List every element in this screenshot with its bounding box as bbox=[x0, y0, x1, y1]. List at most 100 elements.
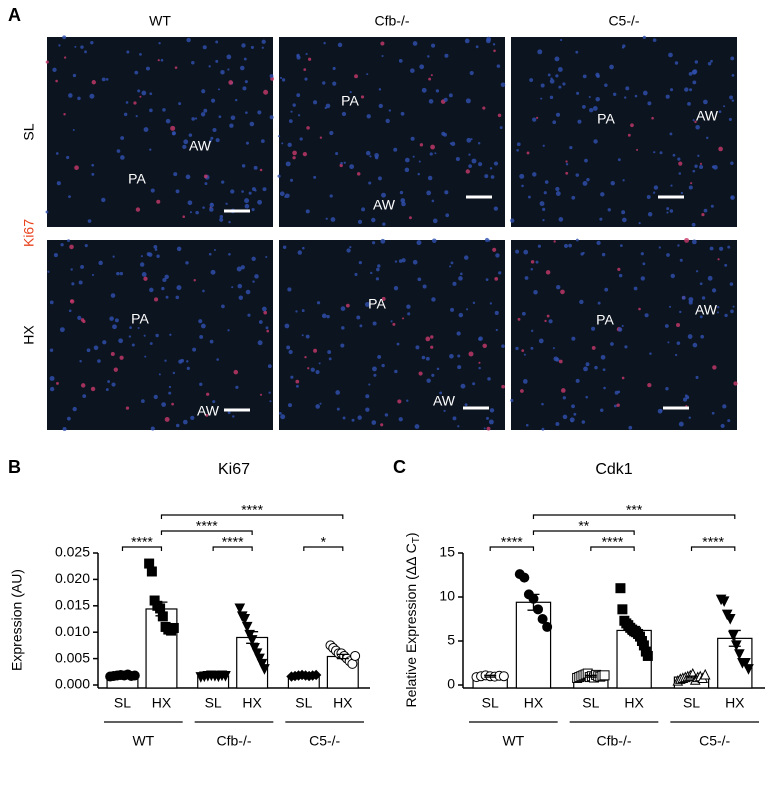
cell bbox=[717, 258, 720, 261]
data-point bbox=[498, 671, 509, 682]
cell bbox=[212, 400, 216, 404]
cell bbox=[397, 399, 402, 404]
cell bbox=[156, 254, 160, 258]
cell bbox=[59, 327, 65, 333]
cell bbox=[690, 182, 693, 185]
cell bbox=[410, 136, 415, 141]
cell bbox=[443, 409, 446, 412]
cell bbox=[390, 320, 393, 323]
cell bbox=[135, 115, 138, 118]
cell bbox=[677, 244, 680, 247]
significance-bracket bbox=[160, 514, 344, 519]
cell bbox=[703, 208, 708, 213]
cell bbox=[265, 256, 268, 259]
cell bbox=[248, 191, 252, 195]
cell bbox=[730, 196, 734, 199]
cell bbox=[591, 346, 596, 350]
cell bbox=[681, 295, 686, 300]
cell bbox=[170, 125, 176, 131]
cell bbox=[171, 131, 177, 136]
cell bbox=[112, 324, 117, 330]
cell bbox=[393, 147, 398, 152]
cell bbox=[532, 172, 537, 177]
cell bbox=[443, 97, 448, 102]
cell bbox=[230, 189, 235, 194]
cell bbox=[624, 345, 628, 349]
cell bbox=[732, 305, 735, 308]
x-tick-label: SL bbox=[205, 695, 222, 711]
cell bbox=[288, 119, 293, 124]
cell bbox=[80, 265, 84, 269]
region-label: AW bbox=[695, 302, 718, 318]
cell bbox=[604, 287, 609, 292]
cell bbox=[460, 272, 463, 276]
significance-label: **** bbox=[196, 518, 218, 534]
micrograph-texture bbox=[510, 35, 735, 227]
cell bbox=[385, 118, 390, 124]
region-label: PA bbox=[368, 296, 386, 312]
cell bbox=[582, 181, 588, 186]
cell bbox=[555, 191, 561, 196]
cell bbox=[560, 388, 566, 393]
cell bbox=[129, 326, 132, 330]
cell bbox=[647, 101, 652, 106]
cell bbox=[624, 96, 627, 99]
region-label: AW bbox=[373, 197, 396, 213]
cell bbox=[617, 267, 621, 271]
cell bbox=[553, 240, 556, 243]
cell bbox=[330, 217, 336, 222]
cell bbox=[492, 43, 496, 46]
data-point bbox=[310, 669, 322, 681]
cell bbox=[678, 421, 684, 427]
cell bbox=[313, 100, 318, 105]
cell bbox=[279, 191, 285, 197]
cell bbox=[292, 156, 296, 160]
cell bbox=[475, 45, 479, 49]
cell bbox=[243, 57, 247, 61]
cell bbox=[644, 313, 649, 318]
cell bbox=[335, 390, 341, 395]
cell bbox=[182, 144, 187, 149]
cell bbox=[449, 354, 454, 359]
cell bbox=[431, 43, 436, 48]
cell bbox=[143, 276, 148, 281]
micrograph-texture bbox=[47, 239, 272, 432]
y-tick-label: 0.000 bbox=[55, 676, 90, 692]
cell bbox=[162, 108, 166, 112]
cell bbox=[123, 112, 128, 117]
cell bbox=[541, 427, 545, 431]
region-label: AW bbox=[433, 393, 456, 409]
cell bbox=[210, 269, 216, 275]
cell bbox=[257, 110, 262, 115]
cell bbox=[206, 392, 210, 396]
cell bbox=[640, 276, 646, 281]
cell bbox=[307, 367, 310, 370]
cell bbox=[319, 402, 322, 405]
cell bbox=[680, 191, 684, 195]
cell bbox=[556, 285, 561, 290]
cell bbox=[158, 373, 161, 376]
cell bbox=[516, 148, 519, 152]
cell bbox=[400, 198, 406, 203]
cell bbox=[493, 206, 499, 211]
y-axis-label: Expression (AU) bbox=[9, 569, 25, 671]
data-point bbox=[718, 596, 730, 608]
cell bbox=[165, 295, 169, 299]
cell bbox=[699, 164, 704, 169]
cell bbox=[660, 409, 663, 412]
region-label: PA bbox=[596, 312, 614, 328]
chart-title: Ki67 bbox=[218, 461, 250, 478]
data-point bbox=[599, 670, 610, 681]
cell bbox=[173, 172, 178, 177]
cell bbox=[554, 56, 560, 62]
cell bbox=[91, 273, 95, 277]
cell bbox=[450, 141, 456, 147]
cell bbox=[404, 167, 410, 173]
cell bbox=[565, 171, 569, 175]
cell bbox=[727, 419, 731, 423]
cell bbox=[600, 408, 604, 413]
error-bar bbox=[484, 674, 497, 678]
cell bbox=[247, 313, 251, 317]
cell bbox=[729, 282, 734, 286]
cell bbox=[552, 120, 557, 125]
